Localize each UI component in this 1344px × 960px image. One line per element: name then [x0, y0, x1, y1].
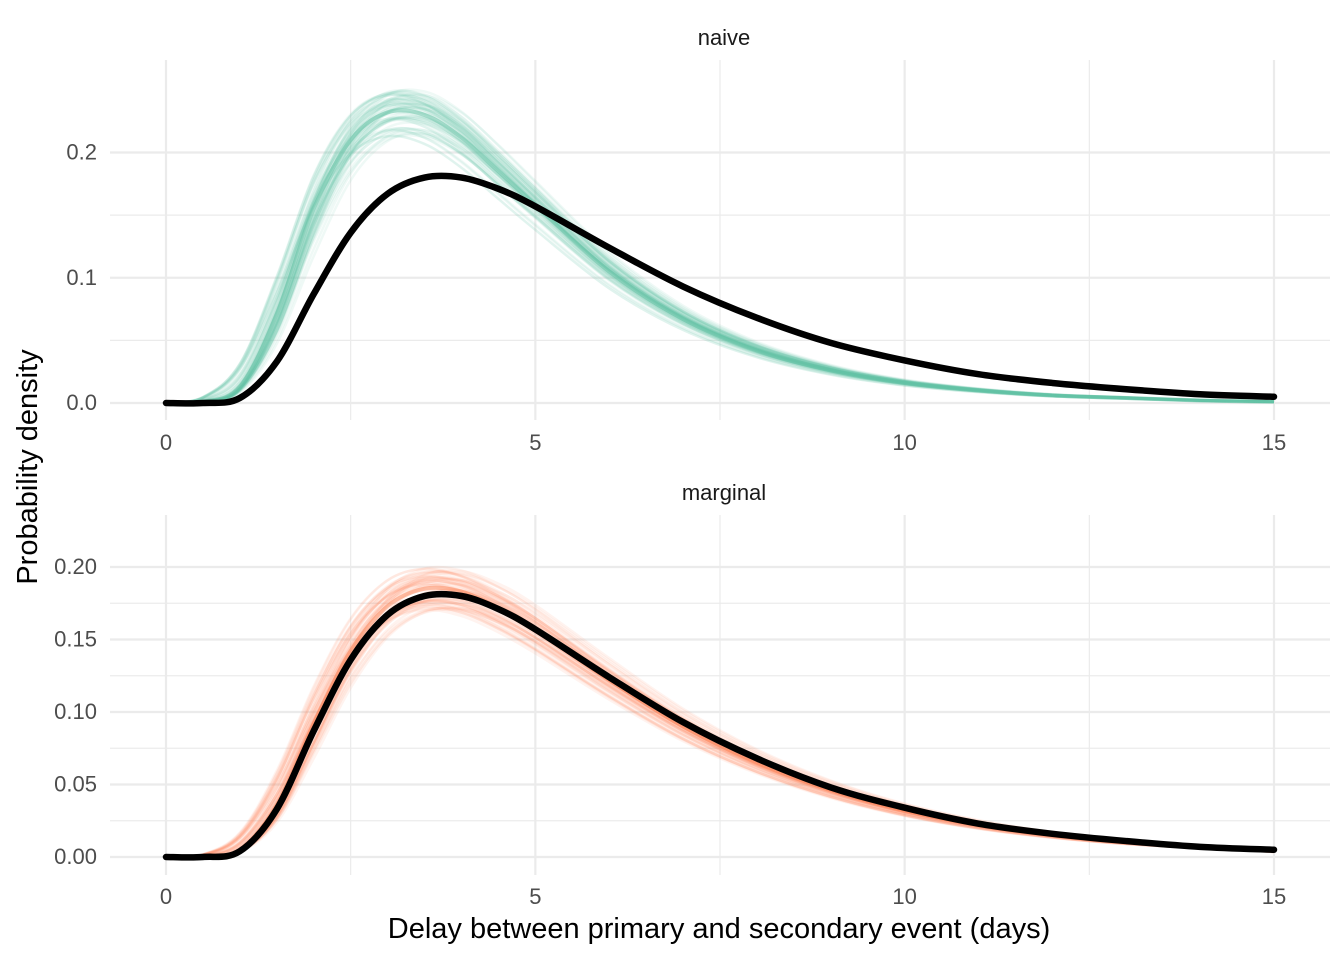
posterior-draw-line — [165, 606, 1275, 859]
panel-marginal: marginal 0 5 10 15 0.00 0.05 0.10 0.15 0.20 — [54, 480, 1330, 909]
panel-strip-label: marginal — [682, 480, 766, 505]
panel-naive: naive 0 5 10 15 0.0 0.1 0.2 — [66, 25, 1330, 455]
y-tick-label: 0.0 — [66, 390, 97, 415]
posterior-draw-line — [165, 604, 1275, 859]
y-tick-label: 0.10 — [54, 699, 97, 724]
posterior-draw-line — [165, 605, 1275, 859]
true-distribution-line — [162, 172, 1278, 407]
x-tick-label: 15 — [1262, 884, 1286, 909]
posterior-draw-line — [165, 608, 1275, 859]
x-axis-title: Delay between primary and secondary even… — [388, 913, 1051, 945]
posterior-draw-line — [165, 603, 1275, 859]
y-tick-label: 0.2 — [66, 140, 97, 165]
y-tick-label: 0.20 — [54, 554, 97, 579]
x-tick-label: 15 — [1262, 430, 1286, 455]
y-tick-label: 0.00 — [54, 844, 97, 869]
posterior-draw-line — [165, 601, 1275, 859]
x-tick-label: 0 — [160, 884, 172, 909]
y-tick-label: 0.1 — [66, 265, 97, 290]
panel-strip-label: naive — [698, 25, 751, 50]
y-axis-title: Probability density — [12, 349, 44, 585]
true-distribution-line — [162, 590, 1278, 861]
x-tick-label: 0 — [160, 430, 172, 455]
y-tick-label: 0.05 — [54, 772, 97, 797]
x-tick-label: 5 — [529, 884, 541, 909]
x-tick-label: 10 — [892, 430, 916, 455]
x-tick-label: 5 — [529, 430, 541, 455]
x-tick-label: 10 — [892, 884, 916, 909]
y-tick-label: 0.15 — [54, 627, 97, 652]
